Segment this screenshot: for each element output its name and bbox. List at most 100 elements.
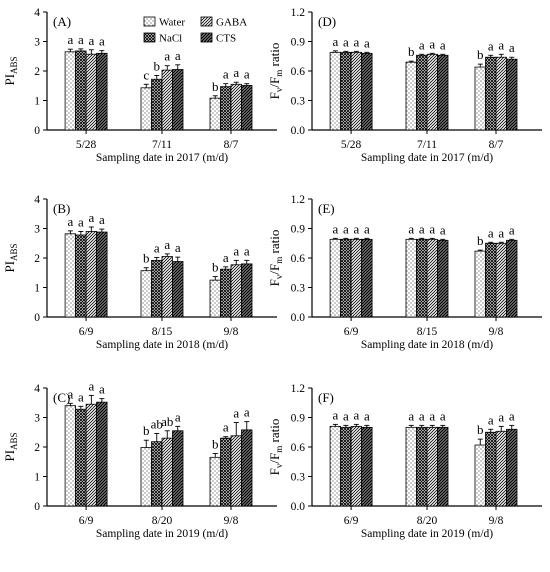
bar [329, 51, 342, 131]
significance-label: a [223, 420, 229, 435]
significance-label: a [419, 221, 425, 236]
y-tick-label: 4 [34, 194, 40, 206]
bar [75, 234, 87, 318]
panel-label: (B) [53, 201, 70, 216]
bar [416, 238, 428, 318]
bar [172, 430, 184, 507]
significance-label: a [343, 221, 349, 236]
x-tick-label: 6/9 [79, 326, 94, 338]
y-tick-label: 0.9 [291, 37, 306, 49]
y-tick-label: 2 [34, 66, 40, 78]
panel-5: 0.00.30.60.91.26/9a a a a8/20a a a a9/8ba a a(F)… [267, 383, 542, 540]
significance-label: a [364, 221, 370, 236]
x-tick-label: 6/9 [344, 326, 359, 338]
significance-label: a [498, 37, 504, 52]
bar [340, 238, 352, 318]
legend-label: CTS [216, 33, 236, 45]
y-tick-label: 0.6 [291, 253, 306, 265]
bar [151, 259, 163, 318]
y-tick-label: 0.6 [291, 66, 306, 78]
bar [426, 53, 438, 131]
bar [85, 53, 97, 131]
bar [437, 54, 449, 131]
significance-label: a [429, 36, 435, 51]
significance-label: a [99, 34, 105, 49]
bar [405, 238, 417, 318]
x-tick-label: 7/11 [417, 139, 437, 151]
y-tick-label: 3 [34, 37, 40, 49]
y-axis-title: PIABS [2, 432, 19, 461]
significance-label: b [143, 423, 150, 438]
x-axis-title: Sampling date in 2018 (m/d) [96, 339, 228, 351]
bar [230, 83, 242, 131]
y-tick-label: 3 [34, 413, 40, 425]
significance-label: a [408, 408, 414, 423]
significance-label: a [99, 382, 105, 397]
bar [64, 51, 76, 131]
legend-label: Water [159, 17, 185, 29]
y-axis-title: PIABS [2, 243, 19, 272]
significance-label: a [88, 378, 94, 393]
x-axis-title: Sampling date in 2019 (m/d) [96, 528, 228, 540]
panel-label: (A) [53, 14, 71, 29]
bar [426, 426, 438, 507]
bar [495, 56, 507, 131]
bar [241, 263, 253, 318]
significance-label: a [353, 34, 359, 49]
significance-label: b [212, 436, 219, 451]
x-tick-label: 9/8 [224, 515, 239, 527]
significance-label: a [67, 32, 73, 47]
x-tick-label: 8/15 [152, 326, 173, 338]
significance-label: a [408, 221, 414, 236]
x-tick-label: 8/15 [417, 326, 438, 338]
bar [416, 426, 428, 507]
significance-label: a [332, 34, 338, 49]
significance-label: a [440, 408, 446, 423]
y-tick-label: 1.2 [291, 194, 306, 206]
significance-label: a [67, 386, 73, 401]
x-tick-label: 9/8 [224, 326, 239, 338]
x-axis-title: Sampling date in 2018 (m/d) [361, 339, 493, 351]
y-tick-label: 4 [34, 7, 40, 19]
bar [506, 239, 518, 318]
significance-label: a [419, 37, 425, 52]
legend-swatch [200, 16, 213, 27]
significance-label: a [364, 408, 370, 423]
bar [340, 51, 352, 131]
panel-label: (F) [318, 390, 334, 405]
significance-label: b [212, 79, 219, 94]
y-axis-title: PIABS [2, 56, 19, 85]
significance-label: a [488, 412, 494, 427]
significance-label: b [408, 44, 415, 59]
bar [437, 239, 449, 318]
bar [75, 408, 87, 507]
bar [140, 447, 152, 507]
significance-label: a [233, 65, 239, 80]
x-tick-label: 8/7 [489, 139, 504, 151]
y-tick-label: 0.6 [291, 442, 306, 454]
significance-label: a [154, 240, 160, 255]
y-tick-label: 0.0 [291, 125, 306, 137]
bar [241, 85, 253, 131]
y-axis-title: Fv/Fm ratio [267, 419, 284, 476]
bar [329, 425, 342, 507]
significance-label: a [364, 35, 370, 50]
significance-label: a [78, 389, 84, 404]
legend-swatch [143, 32, 156, 43]
significance-label: a [175, 48, 181, 63]
bar [161, 256, 173, 318]
bar [220, 268, 232, 318]
bar [140, 270, 152, 318]
bar [495, 430, 507, 507]
significance-label: a [78, 214, 84, 229]
x-tick-label: 8/20 [152, 515, 173, 527]
significance-label: a [419, 408, 425, 423]
bar [506, 428, 518, 507]
significance-label: b [154, 58, 161, 73]
bar [405, 426, 417, 507]
bar [416, 54, 428, 131]
y-tick-label: 0 [34, 312, 40, 324]
significance-label: a [343, 408, 349, 423]
